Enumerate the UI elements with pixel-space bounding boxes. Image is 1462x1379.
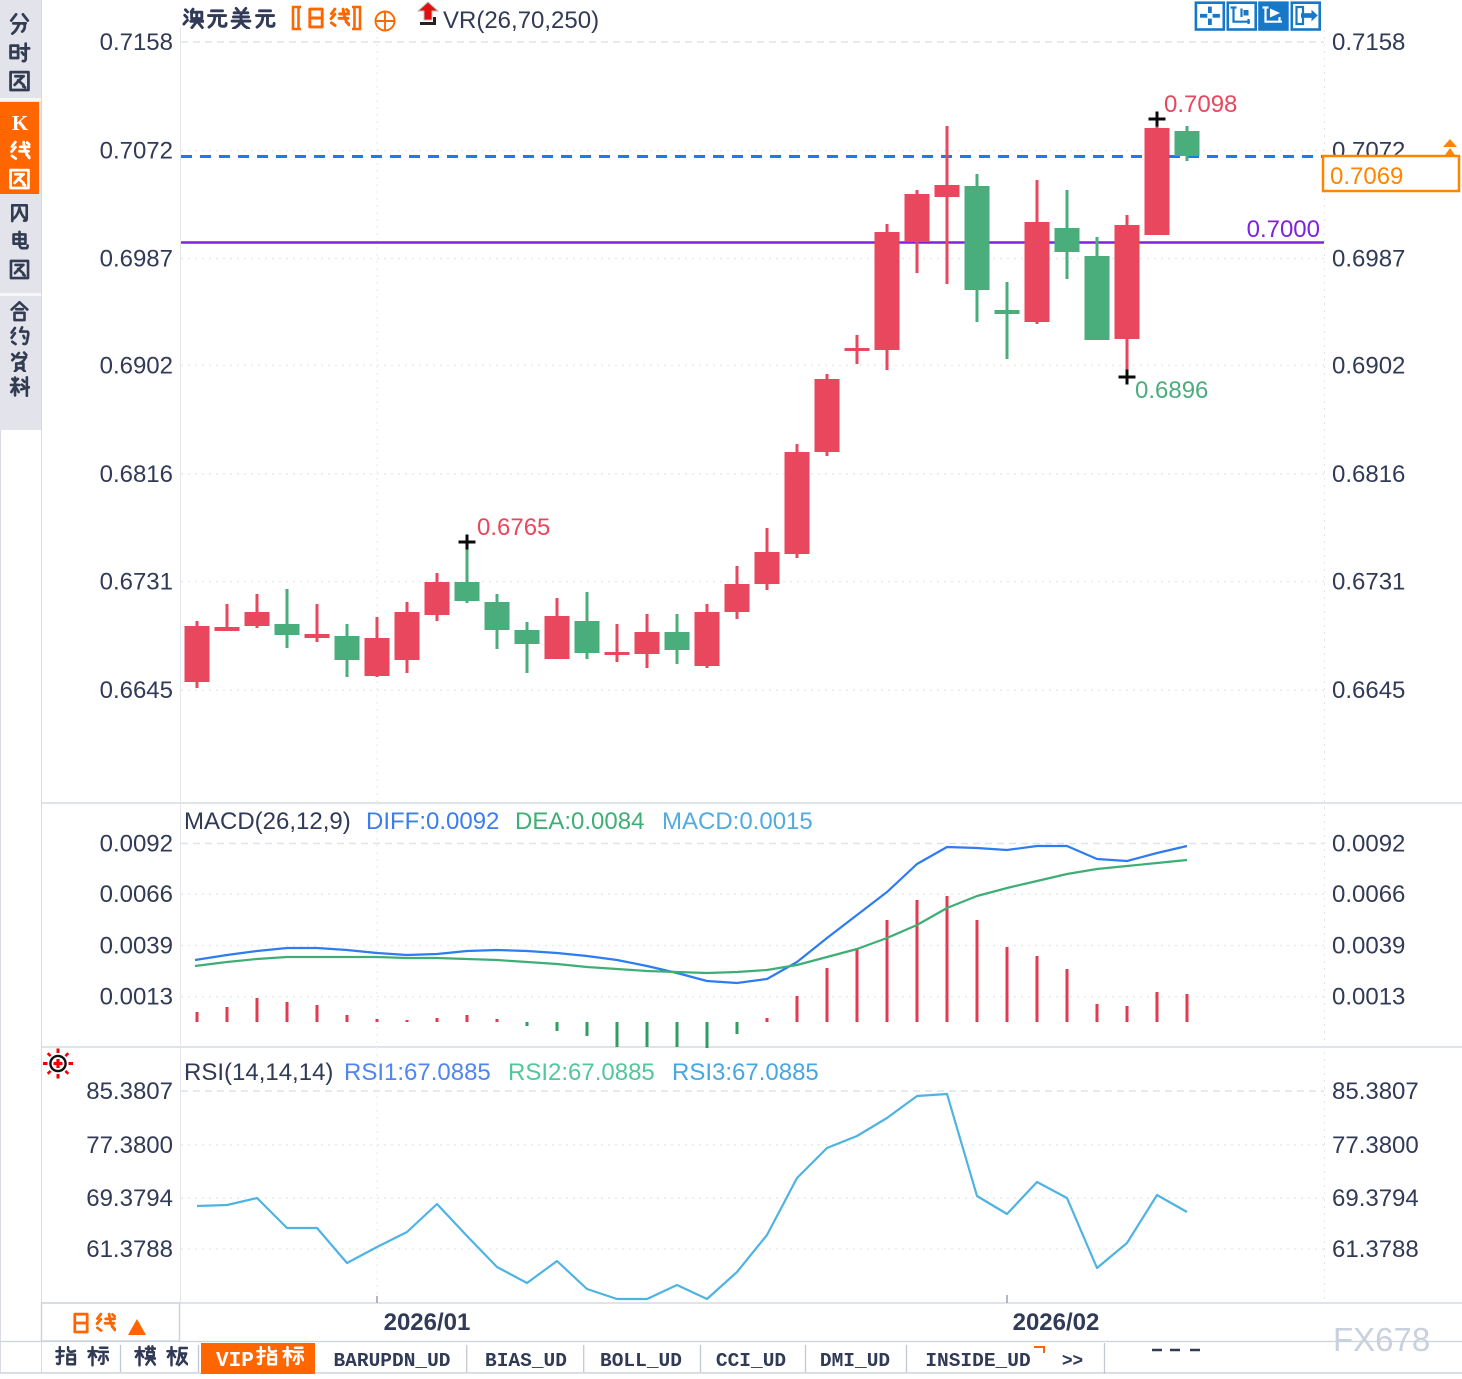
svg-text:77.3800: 77.3800: [86, 1132, 173, 1159]
svg-text:0.6902: 0.6902: [100, 352, 173, 379]
svg-text:0.0092: 0.0092: [100, 831, 173, 858]
svg-text:0.0039: 0.0039: [100, 933, 173, 960]
svg-text:0.0013: 0.0013: [1332, 984, 1405, 1011]
svg-text:DMI_UD: DMI_UD: [820, 1350, 890, 1372]
svg-text:0.6987: 0.6987: [100, 246, 173, 273]
svg-text:MACD(26,12,9): MACD(26,12,9): [184, 808, 351, 835]
svg-text:INSIDE_UD: INSIDE_UD: [925, 1350, 1030, 1372]
svg-text:BIAS_UD: BIAS_UD: [485, 1350, 567, 1372]
svg-text:0.7000: 0.7000: [1247, 216, 1320, 243]
svg-text:K: K: [12, 111, 29, 135]
svg-text:0.7158: 0.7158: [100, 29, 173, 56]
svg-text:0.0066: 0.0066: [1332, 881, 1405, 908]
svg-text:0.7072: 0.7072: [100, 138, 173, 165]
svg-text:0.0092: 0.0092: [1332, 831, 1405, 858]
svg-text:FX678: FX678: [1333, 1321, 1430, 1358]
svg-text:2026/02: 2026/02: [1013, 1309, 1100, 1336]
svg-text:>>: >>: [1062, 1350, 1083, 1370]
svg-text:RSI1:67.0885: RSI1:67.0885: [344, 1059, 491, 1086]
svg-text:0.6816: 0.6816: [1332, 461, 1405, 488]
svg-text:VR(26,70,250): VR(26,70,250): [443, 7, 599, 34]
svg-text:0.7098: 0.7098: [1164, 91, 1237, 118]
svg-text:RSI3:67.0885: RSI3:67.0885: [672, 1059, 819, 1086]
svg-text:RSI(14,14,14): RSI(14,14,14): [184, 1059, 333, 1086]
svg-text:2026/01: 2026/01: [384, 1309, 471, 1336]
svg-text:69.3794: 69.3794: [86, 1185, 173, 1212]
svg-text:0.6645: 0.6645: [100, 677, 173, 704]
svg-text:0.7069: 0.7069: [1330, 163, 1403, 190]
svg-text:0.6816: 0.6816: [100, 461, 173, 488]
svg-text:CCI_UD: CCI_UD: [716, 1350, 786, 1372]
svg-text:0.6731: 0.6731: [100, 569, 173, 596]
svg-text:0.7158: 0.7158: [1332, 29, 1405, 56]
svg-text:61.3788: 61.3788: [86, 1236, 173, 1263]
svg-text:BARUPDN_UD: BARUPDN_UD: [333, 1350, 450, 1372]
svg-text:RSI2:67.0885: RSI2:67.0885: [508, 1059, 655, 1086]
svg-text:0.6765: 0.6765: [477, 514, 550, 541]
svg-text:61.3788: 61.3788: [1332, 1236, 1419, 1263]
svg-text:MACD:0.0015: MACD:0.0015: [662, 808, 813, 835]
svg-text:0.6645: 0.6645: [1332, 677, 1405, 704]
svg-text:85.3807: 85.3807: [86, 1078, 173, 1105]
svg-text:DEA:0.0084: DEA:0.0084: [515, 808, 644, 835]
svg-text:85.3807: 85.3807: [1332, 1078, 1419, 1105]
svg-text:DIFF:0.0092: DIFF:0.0092: [366, 808, 499, 835]
svg-text:0.6987: 0.6987: [1332, 246, 1405, 273]
svg-text:69.3794: 69.3794: [1332, 1185, 1419, 1212]
svg-text:0.0066: 0.0066: [100, 881, 173, 908]
svg-text:0.6731: 0.6731: [1332, 569, 1405, 596]
svg-text:0.0013: 0.0013: [100, 984, 173, 1011]
svg-text:VIP: VIP: [216, 1350, 254, 1373]
svg-text:77.3800: 77.3800: [1332, 1132, 1419, 1159]
svg-text:0.6902: 0.6902: [1332, 352, 1405, 379]
svg-text:0.0039: 0.0039: [1332, 933, 1405, 960]
svg-text:0.6896: 0.6896: [1135, 377, 1208, 404]
svg-text:BOLL_UD: BOLL_UD: [600, 1350, 682, 1372]
